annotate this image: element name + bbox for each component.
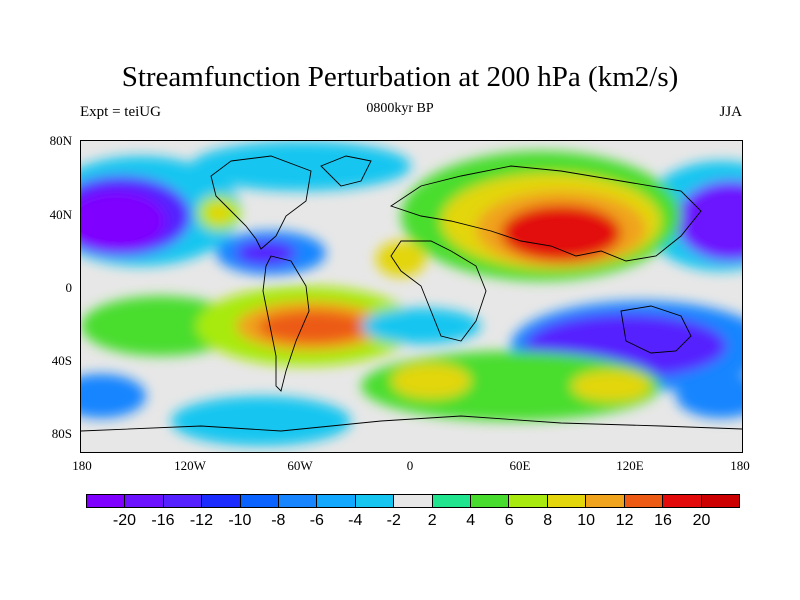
experiment-label: Expt = teiUG xyxy=(80,104,161,120)
colorbar-cell xyxy=(547,495,587,507)
colorbar-label: 16 xyxy=(654,512,672,529)
colorbar-label: -2 xyxy=(386,512,401,529)
colorbar-label: 12 xyxy=(615,512,634,529)
field-blobs xyxy=(81,141,742,446)
colorbar xyxy=(86,494,740,508)
colorbar-label: 8 xyxy=(543,512,553,529)
colorbar-cell xyxy=(509,495,548,507)
colorbar-cell xyxy=(87,495,126,507)
season-label: JJA xyxy=(719,104,742,120)
colorbar-label: 4 xyxy=(466,512,476,529)
lon-tick-120w: 120W xyxy=(174,458,206,473)
colorbar-cell xyxy=(202,495,241,507)
colorbar-cell xyxy=(317,495,356,507)
colorbar-cell xyxy=(394,495,433,507)
lon-tick-180w: 180 xyxy=(72,458,92,473)
lat-tick-80s: 80S xyxy=(51,426,72,441)
colorbar-label: -10 xyxy=(228,512,252,529)
colorbar-cell xyxy=(432,495,472,507)
colorbar-cell xyxy=(279,495,318,507)
colorbar-label: 20 xyxy=(692,512,711,529)
lat-tick-40s: 40S xyxy=(51,353,72,368)
colorbar-label: -20 xyxy=(112,512,137,529)
lat-tick-80n: 80N xyxy=(49,133,72,148)
colorbar-label: -4 xyxy=(348,512,363,529)
streamfunction-map xyxy=(80,140,743,453)
colorbar-labels: -20 -16 -12 -10 -8 -6 -4 -2 2 4 6 8 10 12 16 20 xyxy=(86,512,740,532)
colorbar-cell xyxy=(125,495,164,507)
colorbar-cell xyxy=(471,495,510,507)
lon-tick-60e: 60E xyxy=(509,458,531,473)
colorbar-cell xyxy=(240,495,280,507)
colorbar-label: -16 xyxy=(151,512,175,529)
colorbar-cell xyxy=(586,495,625,507)
colorbar-cell xyxy=(624,495,664,507)
colorbar-label: -6 xyxy=(309,512,324,529)
colorbar-label: 2 xyxy=(427,512,437,529)
colorbar-cell xyxy=(663,495,702,507)
coastlines xyxy=(81,155,742,432)
colorbar-label: -12 xyxy=(189,512,213,529)
colorbar-label: 10 xyxy=(577,512,595,529)
time-label: 0800kyr BP xyxy=(366,101,434,116)
lon-tick-60w: 60W xyxy=(287,458,313,473)
chart-title: Streamfunction Perturbation at 200 hPa (… xyxy=(121,61,679,93)
lon-tick-120e: 120E xyxy=(616,458,644,473)
colorbar-label: 6 xyxy=(504,512,514,529)
colorbar-cell xyxy=(701,495,739,507)
lon-tick-0: 0 xyxy=(406,458,414,473)
lon-tick-180e: 180 xyxy=(730,458,750,473)
colorbar-cell xyxy=(355,495,395,507)
colorbar-label: -8 xyxy=(271,512,286,529)
lat-tick-40n: 40N xyxy=(49,207,72,222)
map-canvas xyxy=(81,141,742,452)
lat-tick-0: 0 xyxy=(65,280,73,295)
colorbar-cell xyxy=(163,495,203,507)
